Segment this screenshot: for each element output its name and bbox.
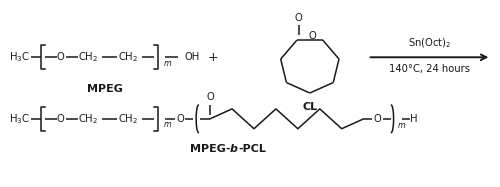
Text: 140°C, 24 hours: 140°C, 24 hours bbox=[389, 64, 470, 74]
Text: O: O bbox=[56, 52, 64, 62]
Text: O: O bbox=[176, 114, 184, 124]
Text: MPEG: MPEG bbox=[88, 84, 124, 94]
Text: +: + bbox=[208, 51, 218, 64]
Text: m: m bbox=[163, 120, 171, 129]
Text: H$_3$C: H$_3$C bbox=[8, 112, 29, 126]
Text: OH: OH bbox=[184, 52, 200, 62]
Text: CH$_2$: CH$_2$ bbox=[78, 50, 98, 64]
Text: CH$_2$: CH$_2$ bbox=[118, 50, 139, 64]
Text: O: O bbox=[206, 92, 214, 102]
Text: Sn(Oct)$_2$: Sn(Oct)$_2$ bbox=[408, 37, 452, 50]
Text: O: O bbox=[309, 31, 316, 41]
Text: b: b bbox=[230, 144, 238, 154]
Text: O: O bbox=[56, 114, 64, 124]
Text: -PCL: -PCL bbox=[238, 144, 266, 154]
Text: CH$_2$: CH$_2$ bbox=[78, 112, 98, 126]
Text: H: H bbox=[410, 114, 418, 124]
Text: m: m bbox=[398, 121, 405, 130]
Text: O: O bbox=[295, 13, 302, 23]
Text: CH$_2$: CH$_2$ bbox=[118, 112, 139, 126]
Text: MPEG-: MPEG- bbox=[190, 144, 230, 154]
Text: m: m bbox=[163, 59, 171, 68]
Text: H$_3$C: H$_3$C bbox=[8, 50, 29, 64]
Text: O: O bbox=[374, 114, 382, 124]
Text: CL: CL bbox=[302, 102, 318, 112]
